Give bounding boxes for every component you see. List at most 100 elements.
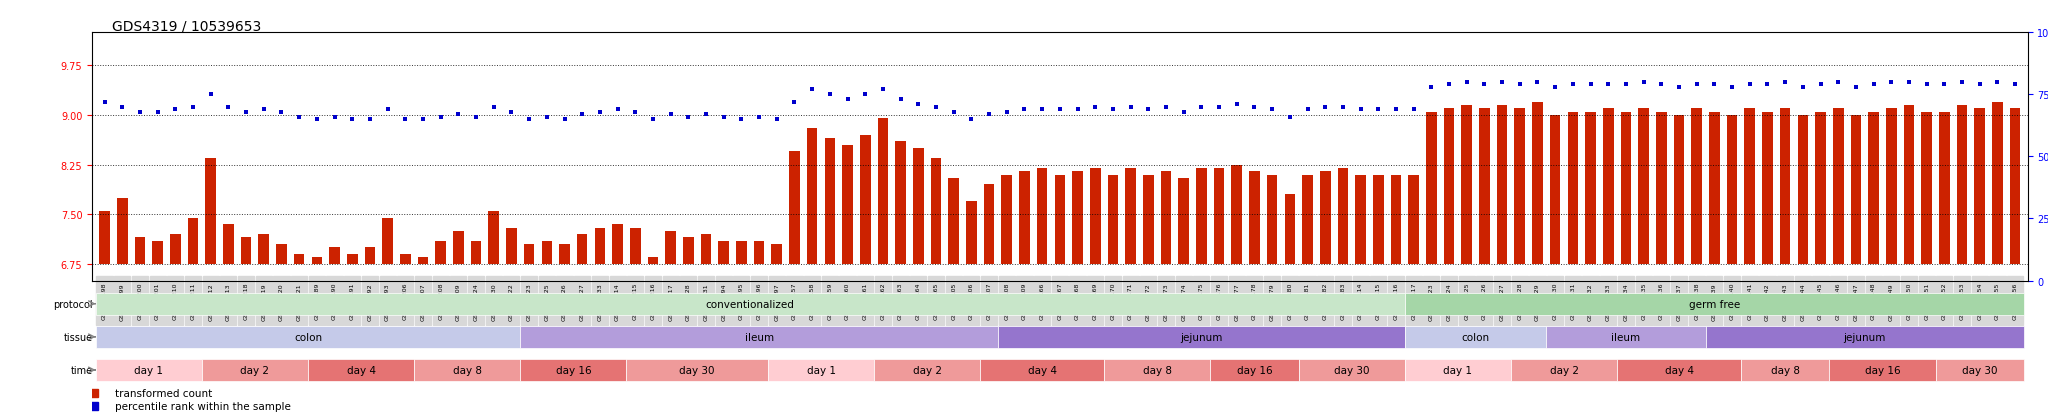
Bar <box>1391 175 1401 264</box>
Bar <box>471 241 481 264</box>
Point <box>973 112 1006 118</box>
Bar <box>627 359 768 381</box>
Bar <box>1657 112 1667 264</box>
Point <box>1769 79 1802 86</box>
Point <box>797 87 829 93</box>
Bar <box>1214 169 1225 264</box>
Point <box>672 114 705 121</box>
Point <box>1149 104 1182 111</box>
Bar <box>1020 172 1030 264</box>
Point <box>1096 107 1128 113</box>
Text: ileum: ileum <box>1612 332 1640 342</box>
Point <box>1786 84 1819 91</box>
Bar <box>520 359 627 381</box>
Bar <box>879 119 889 264</box>
Bar <box>1905 106 1915 264</box>
Point <box>1591 82 1624 88</box>
Bar <box>1356 175 1366 264</box>
Point <box>1239 104 1272 111</box>
Bar <box>1108 175 1118 264</box>
Bar <box>541 241 553 264</box>
Point <box>707 114 739 121</box>
Bar <box>506 228 516 264</box>
Point <box>389 116 422 123</box>
Bar <box>1405 359 1511 381</box>
Bar <box>1741 359 1829 381</box>
Point <box>885 97 918 103</box>
Bar <box>453 231 463 264</box>
Bar <box>842 145 852 264</box>
Bar <box>1143 175 1153 264</box>
Bar <box>1036 169 1047 264</box>
Point <box>1362 107 1395 113</box>
Point <box>371 107 403 113</box>
Point <box>123 109 156 116</box>
Text: day 4: day 4 <box>346 365 375 375</box>
Bar <box>1196 169 1206 264</box>
Bar <box>346 254 358 264</box>
Point <box>195 92 227 98</box>
Bar <box>1231 165 1241 264</box>
Point <box>743 114 776 121</box>
Point <box>991 109 1024 116</box>
Text: day 1: day 1 <box>135 365 164 375</box>
Bar <box>223 225 233 264</box>
Point <box>160 107 193 113</box>
Bar <box>860 135 870 264</box>
Point <box>637 116 670 123</box>
Bar <box>825 139 836 264</box>
Bar <box>1550 116 1561 264</box>
Point <box>760 116 793 123</box>
Point <box>1980 79 2013 86</box>
Text: day 1: day 1 <box>807 365 836 375</box>
Bar <box>1585 112 1595 264</box>
Bar <box>1104 359 1210 381</box>
Text: day 30: day 30 <box>680 365 715 375</box>
Bar <box>559 244 569 264</box>
Point <box>106 104 139 111</box>
Text: day 2: day 2 <box>913 365 942 375</box>
Point <box>1804 82 1837 88</box>
Point <box>1167 109 1200 116</box>
Text: day 16: day 16 <box>555 365 592 375</box>
Bar <box>578 235 588 264</box>
Point <box>1450 79 1483 86</box>
Bar <box>524 244 535 264</box>
Text: day 2: day 2 <box>240 365 270 375</box>
Bar <box>1249 172 1260 264</box>
Text: GDS4319 / 10539653: GDS4319 / 10539653 <box>111 19 260 33</box>
Point <box>1434 82 1466 88</box>
Bar <box>807 129 817 264</box>
Point <box>1522 79 1554 86</box>
Bar <box>1372 175 1384 264</box>
Point <box>848 92 881 98</box>
Text: jejunum: jejunum <box>1180 332 1223 342</box>
Bar <box>188 218 199 264</box>
Point <box>1839 84 1872 91</box>
Point <box>1663 84 1696 91</box>
Text: day 30: day 30 <box>1962 365 1997 375</box>
Bar <box>242 238 252 264</box>
Point <box>459 114 492 121</box>
Bar <box>414 359 520 381</box>
Point <box>1044 107 1077 113</box>
Bar <box>612 225 623 264</box>
Point <box>690 112 723 118</box>
Point <box>1079 104 1112 111</box>
Point <box>1733 82 1765 88</box>
Text: jejunum: jejunum <box>1843 332 1886 342</box>
Text: ileum: ileum <box>745 332 774 342</box>
Bar <box>666 231 676 264</box>
Bar <box>647 258 657 264</box>
Point <box>442 112 475 118</box>
Bar <box>895 142 905 264</box>
Bar <box>1604 109 1614 264</box>
Text: percentile rank within the sample: percentile rank within the sample <box>115 401 291 411</box>
Point <box>549 116 582 123</box>
Bar <box>96 326 520 348</box>
Bar <box>948 178 958 264</box>
Point <box>565 112 598 118</box>
Bar <box>1409 175 1419 264</box>
Point <box>264 109 297 116</box>
Point <box>88 99 121 106</box>
